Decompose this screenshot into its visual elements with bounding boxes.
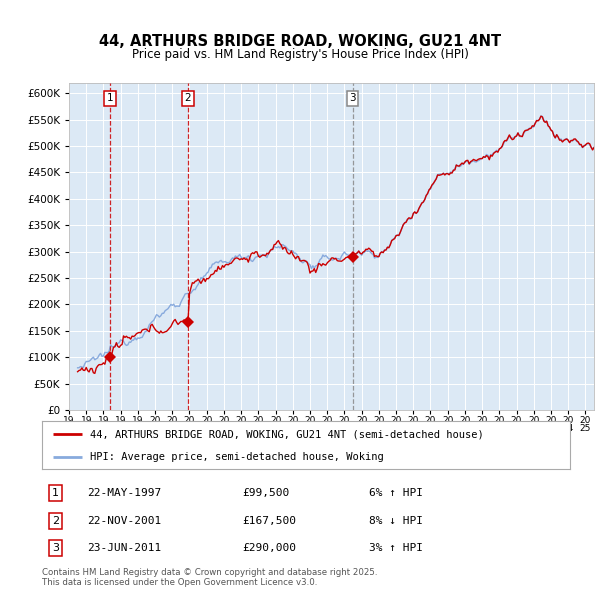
Text: 22-NOV-2001: 22-NOV-2001 <box>87 516 161 526</box>
Text: 2: 2 <box>184 93 191 103</box>
Text: £99,500: £99,500 <box>242 489 290 498</box>
Text: HPI: Average price, semi-detached house, Woking: HPI: Average price, semi-detached house,… <box>89 452 383 462</box>
Text: 8% ↓ HPI: 8% ↓ HPI <box>370 516 424 526</box>
Text: Price paid vs. HM Land Registry's House Price Index (HPI): Price paid vs. HM Land Registry's House … <box>131 48 469 61</box>
Text: 44, ARTHURS BRIDGE ROAD, WOKING, GU21 4NT (semi-detached house): 44, ARTHURS BRIDGE ROAD, WOKING, GU21 4N… <box>89 429 483 439</box>
Text: 3% ↑ HPI: 3% ↑ HPI <box>370 543 424 553</box>
Text: 2: 2 <box>52 516 59 526</box>
Text: 22-MAY-1997: 22-MAY-1997 <box>87 489 161 498</box>
Text: 3: 3 <box>52 543 59 553</box>
Text: 23-JUN-2011: 23-JUN-2011 <box>87 543 161 553</box>
Text: £290,000: £290,000 <box>242 543 296 553</box>
Text: Contains HM Land Registry data © Crown copyright and database right 2025.
This d: Contains HM Land Registry data © Crown c… <box>42 568 377 587</box>
Text: 1: 1 <box>107 93 113 103</box>
Text: 44, ARTHURS BRIDGE ROAD, WOKING, GU21 4NT: 44, ARTHURS BRIDGE ROAD, WOKING, GU21 4N… <box>99 34 501 48</box>
Text: 3: 3 <box>349 93 356 103</box>
Text: 6% ↑ HPI: 6% ↑ HPI <box>370 489 424 498</box>
Text: £167,500: £167,500 <box>242 516 296 526</box>
Text: 1: 1 <box>52 489 59 498</box>
